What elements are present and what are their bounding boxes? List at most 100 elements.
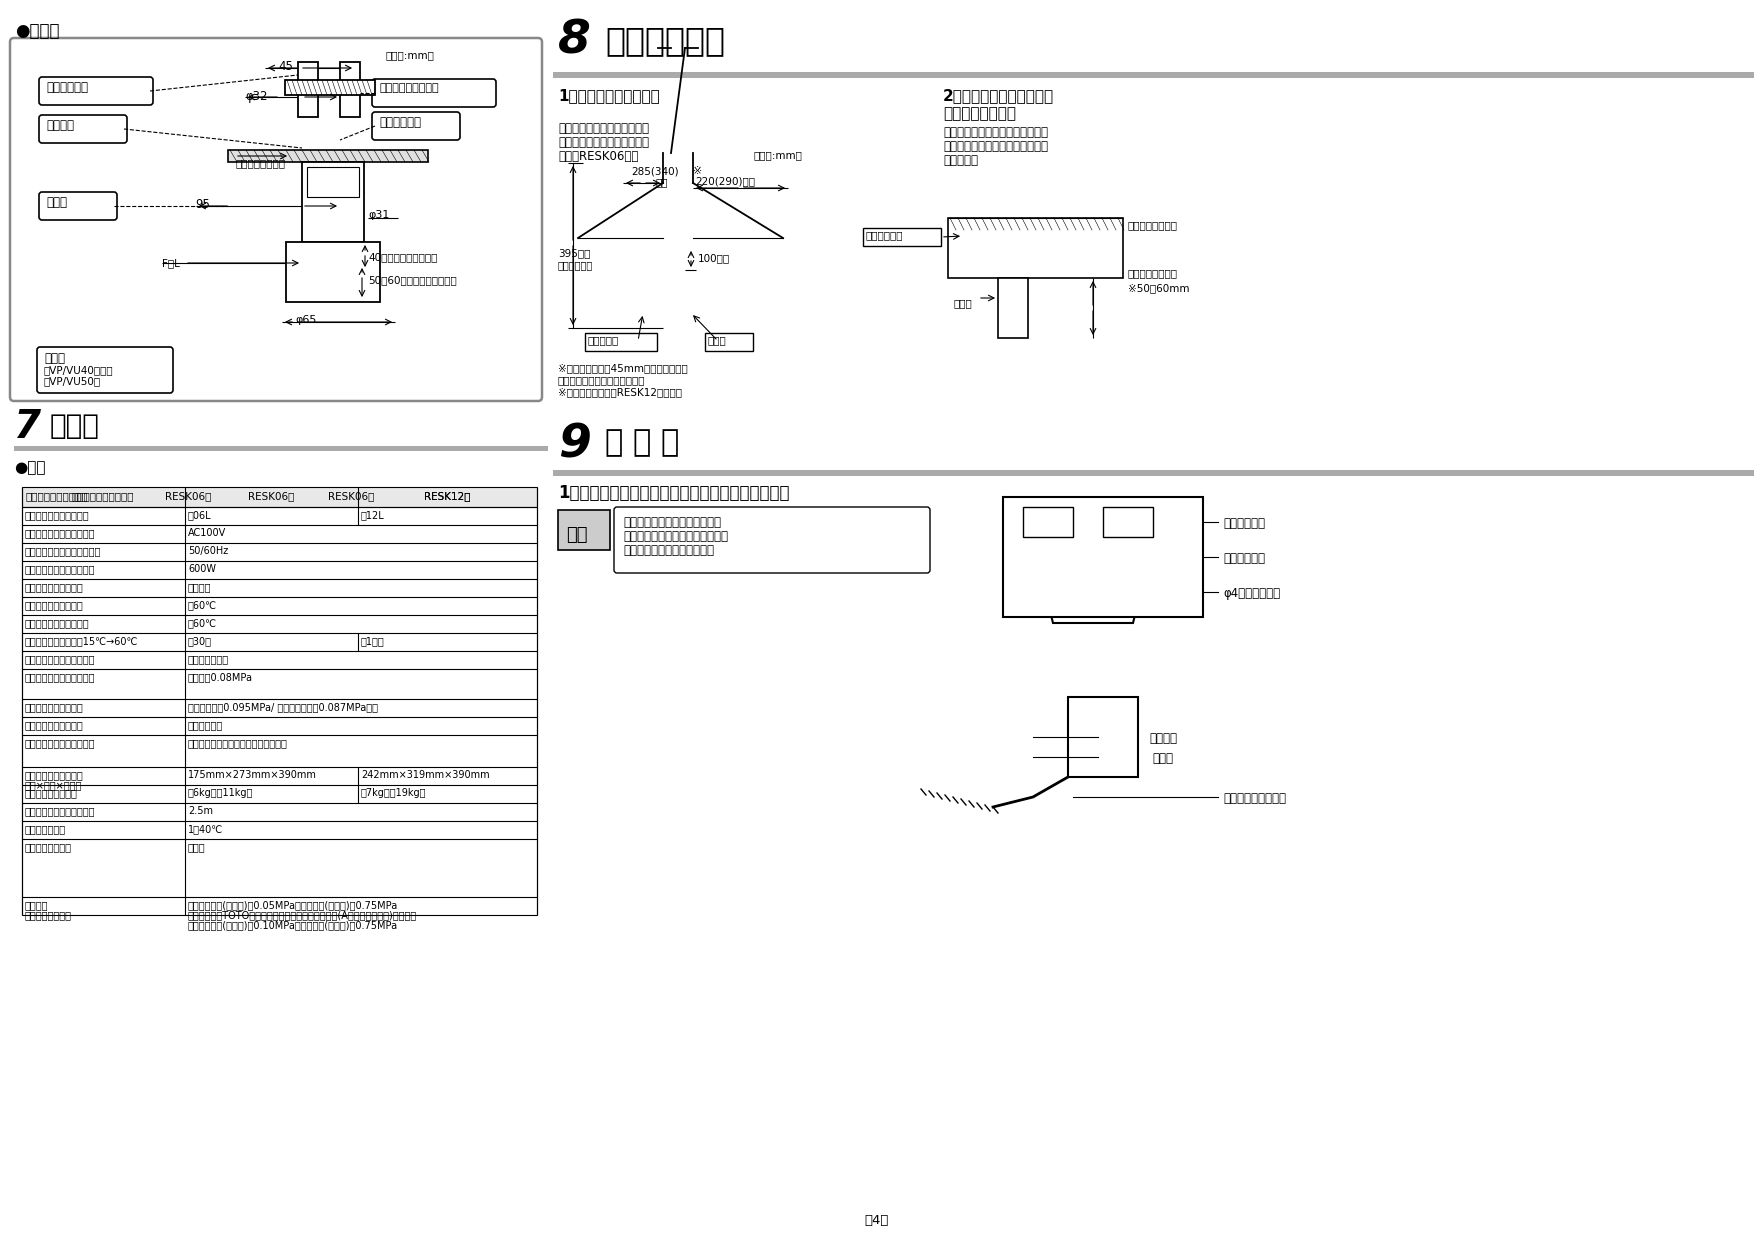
Text: 使用条件: 使用条件	[25, 900, 49, 910]
Bar	[1003, 497, 1203, 618]
Text: 8: 8	[558, 19, 591, 63]
Text: 2）排水管立上げ代および: 2）排水管立上げ代および	[944, 88, 1054, 103]
Text: （単位:mm）: （単位:mm）	[752, 150, 802, 160]
Text: 洗面化粧台: 洗面化粧台	[588, 335, 619, 345]
Text: 242mm×319mm×390mm: 242mm×319mm×390mm	[361, 770, 489, 780]
Text: 排水ホッパーホース: 排水ホッパーホース	[1223, 792, 1286, 805]
Text: φ4タッピンねじ: φ4タッピンねじ	[1223, 587, 1280, 600]
Text: 50/60Hz: 50/60Hz	[188, 546, 228, 556]
Text: 排水口穴: 排水口穴	[1149, 732, 1177, 745]
Bar	[553, 72, 1754, 78]
Text: φ31: φ31	[368, 210, 389, 219]
Text: 使　用　水　圧: 使 用 水 圧	[25, 910, 72, 920]
Text: 1～40℃: 1～40℃	[188, 825, 223, 835]
Text: 電気温水器設置面: 電気温水器設置面	[235, 157, 284, 167]
Text: RESK06型: RESK06型	[165, 491, 210, 501]
Text: 100以上: 100以上	[698, 253, 730, 263]
Polygon shape	[1033, 543, 1152, 622]
Text: 機　　種　　品　　番: 機 種 品 番	[72, 491, 135, 501]
Bar	[1103, 507, 1152, 537]
Text: 機　　種　　品　　番: 機 種 品 番	[25, 491, 88, 501]
Text: 沩上げ時間　入水温度15℃→60℃: 沩上げ時間 入水温度15℃→60℃	[25, 636, 139, 646]
Text: 使　　用　　水: 使 用 水	[25, 842, 72, 852]
Bar	[558, 510, 610, 551]
Text: スペースの確認: スペースの確認	[944, 105, 1016, 122]
Bar	[307, 167, 360, 197]
Text: シーズヒーター: シーズヒーター	[188, 653, 230, 663]
Text: 前 作 業: 前 作 業	[605, 428, 679, 458]
Text: 排水管の立上げ代: 排水管の立上げ代	[1128, 268, 1179, 278]
Text: 仕　樣: 仕 樣	[51, 412, 100, 440]
Text: 膨張水排水口: 膨張水排水口	[1223, 517, 1265, 529]
Text: 先止め式: 先止め式	[188, 582, 212, 591]
Text: 安全装置　温度過昇防止器: 安全装置 温度過昇防止器	[25, 738, 95, 748]
Text: 600W: 600W	[188, 564, 216, 574]
Text: 貯　　　　湯　　　　量: 貯 湯 量	[25, 510, 89, 520]
Text: 組30分: 組30分	[188, 636, 212, 646]
Text: 排水ソケットを取り付けるため、: 排水ソケットを取り付けるため、	[944, 126, 1047, 139]
Text: 防臭栓: 防臭栓	[46, 196, 67, 210]
Text: が膨張水排水口のセンターに合う: が膨張水排水口のセンターに合う	[623, 529, 728, 543]
Text: 50〜60（排水管立上げ代）: 50〜60（排水管立上げ代）	[368, 275, 456, 285]
Text: 排水ホッパーホース: 排水ホッパーホース	[379, 83, 438, 93]
Bar	[947, 218, 1123, 278]
Text: 組06L: 組06L	[188, 510, 212, 520]
Text: ※湯ぽっと横幅＋45mm（排水ソケット: ※湯ぽっと横幅＋45mm（排水ソケット	[558, 363, 688, 373]
Text: 出　　湯　　温　　度: 出 湯 温 度	[25, 600, 84, 610]
Text: 排水管: 排水管	[952, 298, 972, 308]
Text: 吹始め圧力：0.095MPa/ 吹止まり圧力：0.087MPa以上: 吹始め圧力：0.095MPa/ 吹止まり圧力：0.087MPa以上	[188, 702, 379, 712]
Text: 「自動水栖・TOTO洗面化粧台専用エコシングル水栖(Aシリーズは除く)接続時」: 「自動水栖・TOTO洗面化粧台専用エコシングル水栖(Aシリーズは除く)接続時」	[188, 910, 417, 920]
Text: 排水ふた: 排水ふた	[46, 119, 74, 131]
Text: 使用環境温度: 使用環境温度	[25, 825, 67, 835]
Text: φ32: φ32	[246, 91, 268, 103]
Text: 下記のスペースが必要です。: 下記のスペースが必要です。	[558, 136, 649, 149]
Text: 排水管の立上げ代は、下記寸法が: 排水管の立上げ代は、下記寸法が	[944, 140, 1047, 153]
Bar	[863, 228, 940, 246]
Bar	[228, 150, 428, 162]
FancyBboxPatch shape	[614, 507, 930, 573]
Text: 395以上: 395以上	[558, 248, 591, 258]
Text: 95: 95	[195, 198, 210, 211]
Text: フック: フック	[1152, 751, 1173, 765]
Text: 7: 7	[14, 408, 40, 446]
Text: 最低必要水圧(流動時)：0.10MPa　最高水圧(静止時)：0.75MPa: 最低必要水圧(流動時)：0.10MPa 最高水圧(静止時)：0.75MPa	[188, 920, 398, 930]
Bar	[340, 62, 360, 117]
Text: 設定値：0.08MPa: 設定値：0.08MPa	[188, 672, 253, 682]
Bar	[14, 446, 547, 451]
Text: 逃　し　弁: 逃 し 弁	[25, 702, 84, 712]
Text: RESK06型: RESK06型	[247, 491, 295, 501]
Text: 組7kg（組19kg）: 組7kg（組19kg）	[361, 787, 426, 799]
Text: ※50〜60mm: ※50〜60mm	[1128, 283, 1189, 293]
Text: ように取り付けてください。: ように取り付けてください。	[623, 544, 714, 557]
Text: 排水ソケット: 排水ソケット	[865, 229, 903, 241]
Text: RESK06型: RESK06型	[328, 491, 374, 501]
FancyBboxPatch shape	[37, 347, 174, 393]
Text: 定　　　格　周　　波　　数: 定 格 周 波 数	[25, 546, 102, 556]
Text: 沩　上　げ　　温　　度: 沩 上 げ 温 度	[25, 618, 89, 627]
Bar	[23, 487, 537, 507]
Text: 注意: 注意	[567, 526, 588, 544]
FancyBboxPatch shape	[39, 115, 126, 143]
Text: AC100V: AC100V	[188, 528, 226, 538]
FancyBboxPatch shape	[372, 79, 496, 107]
Bar	[286, 242, 381, 303]
Bar	[284, 81, 375, 95]
Text: VP/VU50）: VP/VU50）	[44, 376, 102, 386]
Text: 排水管: 排水管	[709, 335, 726, 345]
Text: ●仕様: ●仕様	[14, 460, 46, 475]
Text: 湯ぽっとキットの設置には、: 湯ぽっとキットの設置には、	[558, 122, 649, 135]
Text: 排水ホッパーの排水口センサー: 排水ホッパーの排水口センサー	[623, 516, 721, 529]
Text: RESK12型: RESK12型	[424, 491, 470, 501]
Text: 175mm×273mm×390mm: 175mm×273mm×390mm	[188, 770, 317, 780]
Text: 組6kg（組11kg）: 組6kg（組11kg）	[188, 787, 253, 799]
Text: 1）設置スペースの確認: 1）設置スペースの確認	[558, 88, 660, 103]
FancyBboxPatch shape	[372, 112, 460, 140]
Text: （幅×奧行×高さ）: （幅×奧行×高さ）	[25, 780, 82, 790]
Text: （単位:mm）: （単位:mm）	[384, 50, 433, 60]
Text: 組60℃: 組60℃	[188, 600, 217, 610]
Bar	[1023, 507, 1073, 537]
Bar	[302, 162, 365, 242]
Bar	[1068, 697, 1138, 777]
Text: （VP/VU40または: （VP/VU40または	[44, 365, 114, 374]
Text: 電源コード・アース線長さ: 電源コード・アース線長さ	[25, 806, 95, 816]
